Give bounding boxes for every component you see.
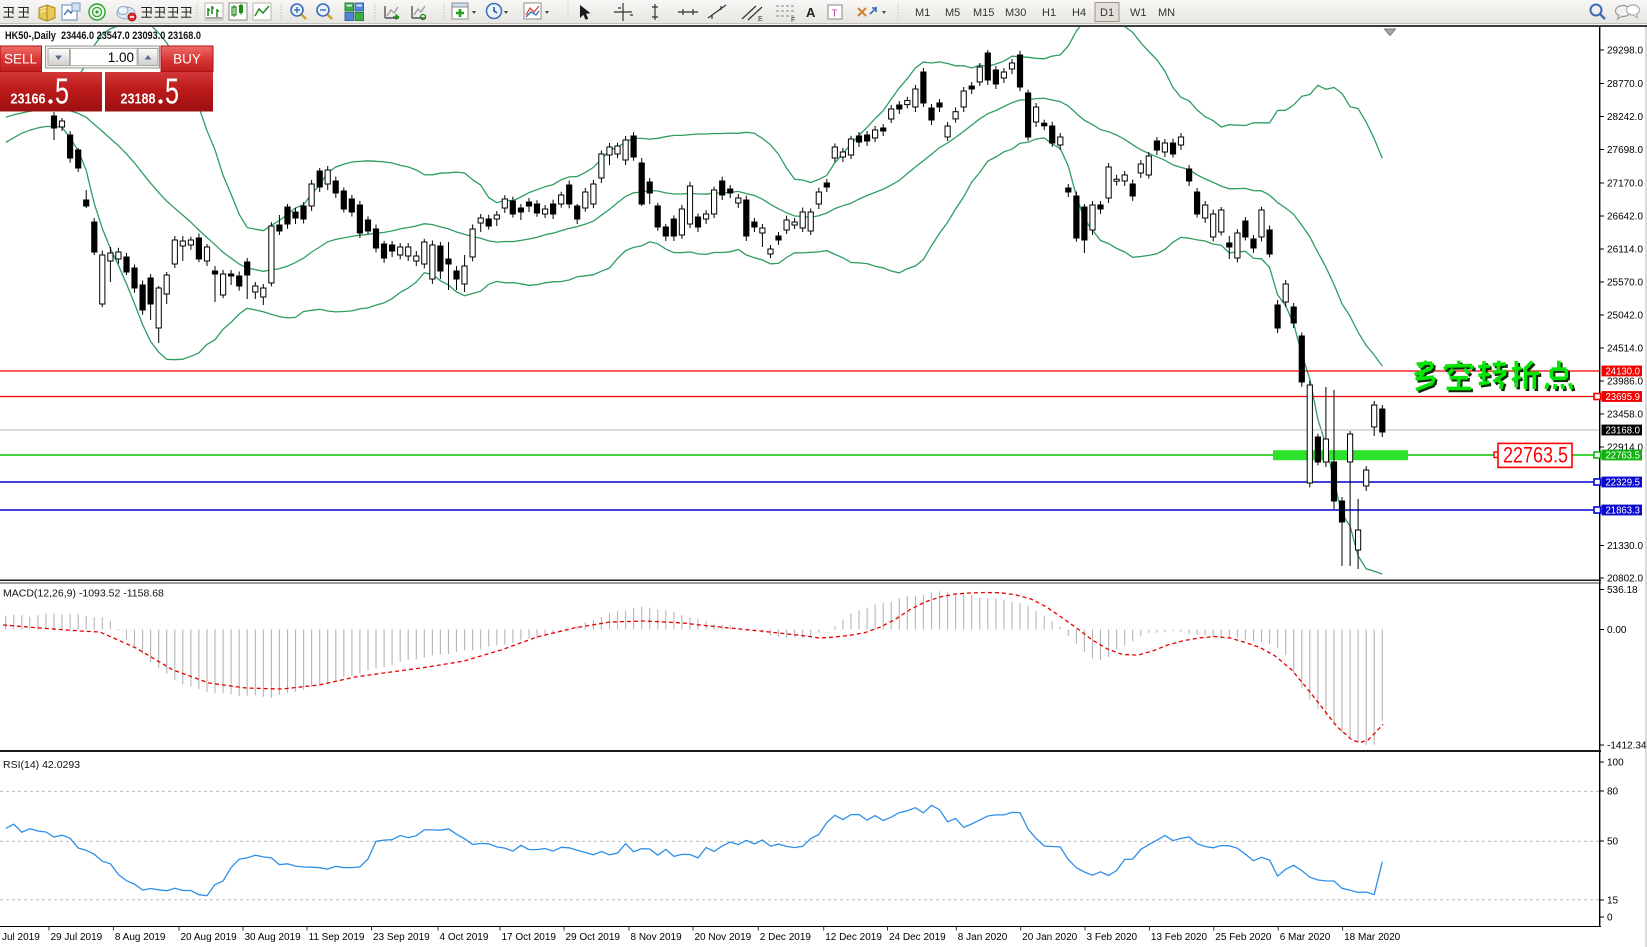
svg-text:22763.5: 22763.5 <box>1503 443 1568 468</box>
svg-text:26642.0: 26642.0 <box>1607 212 1643 223</box>
svg-text:M15: M15 <box>973 7 994 19</box>
svg-text:536.18: 536.18 <box>1607 585 1638 596</box>
svg-text:17 Oct 2019: 17 Oct 2019 <box>502 932 557 943</box>
svg-text:27698.0: 27698.0 <box>1607 145 1643 156</box>
svg-text:MACD(12,26,9) -1093.52 -1158.6: MACD(12,26,9) -1093.52 -1158.68 <box>3 588 164 600</box>
svg-text:6 Mar 2020: 6 Mar 2020 <box>1280 932 1331 943</box>
svg-text:M1: M1 <box>915 7 930 19</box>
svg-text:25570.0: 25570.0 <box>1607 278 1643 289</box>
svg-text:80: 80 <box>1607 787 1619 798</box>
svg-text:5: 5 <box>55 71 69 112</box>
svg-text:8 Aug 2019: 8 Aug 2019 <box>115 932 166 943</box>
svg-text:50: 50 <box>1607 837 1619 848</box>
svg-text:1.00: 1.00 <box>108 50 134 65</box>
svg-text:F: F <box>791 17 795 24</box>
svg-text:100: 100 <box>1607 758 1624 769</box>
svg-text:20 Nov 2019: 20 Nov 2019 <box>695 932 752 943</box>
svg-text:27170.0: 27170.0 <box>1607 179 1643 190</box>
svg-text:RSI(14) 42.0293: RSI(14) 42.0293 <box>3 759 80 771</box>
svg-text:30 Aug 2019: 30 Aug 2019 <box>245 932 302 943</box>
svg-text:23986.0: 23986.0 <box>1607 377 1643 388</box>
svg-text:22329.5: 22329.5 <box>1606 478 1641 489</box>
svg-text:13 Feb 2020: 13 Feb 2020 <box>1151 932 1208 943</box>
svg-text:2 Dec 2019: 2 Dec 2019 <box>760 932 812 943</box>
svg-text:11 Sep 2019: 11 Sep 2019 <box>309 932 365 943</box>
svg-text:H4: H4 <box>1072 7 1086 19</box>
svg-text:8 Jan 2020: 8 Jan 2020 <box>958 932 1008 943</box>
svg-text:12 Dec 2019: 12 Dec 2019 <box>825 932 882 943</box>
svg-text:23168.0: 23168.0 <box>1606 426 1641 437</box>
svg-text:18 Mar 2020: 18 Mar 2020 <box>1344 932 1401 943</box>
svg-text:BUY: BUY <box>173 52 201 67</box>
svg-text:24 Dec 2019: 24 Dec 2019 <box>889 932 946 943</box>
svg-text:28770.0: 28770.0 <box>1607 79 1643 90</box>
svg-text:H1: H1 <box>1042 7 1056 19</box>
svg-text:0: 0 <box>1607 913 1613 924</box>
svg-text:HK50-,Daily 23446.0 23547.0 2: HK50-,Daily 23446.0 23547.0 23093.0 2316… <box>5 30 201 42</box>
svg-text:5: 5 <box>165 71 179 112</box>
svg-text:21863.3: 21863.3 <box>1606 506 1641 517</box>
svg-text:M30: M30 <box>1005 7 1026 19</box>
svg-text:20 Jan 2020: 20 Jan 2020 <box>1022 932 1077 943</box>
svg-text:23166: 23166 <box>11 91 46 108</box>
svg-text:29298.0: 29298.0 <box>1607 46 1643 57</box>
svg-text:-1412.34: -1412.34 <box>1607 741 1647 752</box>
svg-text:T: T <box>832 9 838 20</box>
svg-text:D1: D1 <box>1100 7 1114 19</box>
svg-text:3 Feb 2020: 3 Feb 2020 <box>1087 932 1138 943</box>
svg-text:20 Aug 2019: 20 Aug 2019 <box>181 932 238 943</box>
svg-text:15: 15 <box>1607 896 1619 907</box>
svg-text:25 Feb 2020: 25 Feb 2020 <box>1215 932 1272 943</box>
svg-text:29 Oct 2019: 29 Oct 2019 <box>566 932 621 943</box>
svg-text:SELL: SELL <box>4 52 38 67</box>
svg-text:22914.0: 22914.0 <box>1607 443 1643 454</box>
svg-text:28242.0: 28242.0 <box>1607 112 1643 123</box>
svg-text:22763.5: 22763.5 <box>1606 451 1641 462</box>
svg-text:20802.0: 20802.0 <box>1607 574 1643 585</box>
svg-text:23695.9: 23695.9 <box>1606 392 1641 403</box>
svg-text:26114.0: 26114.0 <box>1607 245 1643 256</box>
svg-text:W1: W1 <box>1130 7 1147 19</box>
svg-text:24514.0: 24514.0 <box>1607 344 1643 355</box>
svg-text:0.00: 0.00 <box>1607 625 1627 636</box>
svg-text:23458.0: 23458.0 <box>1607 410 1643 421</box>
svg-text:25042.0: 25042.0 <box>1607 311 1643 322</box>
svg-text:MN: MN <box>1158 7 1175 19</box>
svg-text:4 Oct 2019: 4 Oct 2019 <box>440 932 489 943</box>
svg-text:M5: M5 <box>945 7 960 19</box>
svg-text:E: E <box>758 16 763 23</box>
svg-text:A: A <box>806 5 816 20</box>
svg-text:Jul 2019: Jul 2019 <box>2 932 40 943</box>
svg-text:23 Sep 2019: 23 Sep 2019 <box>373 932 430 943</box>
svg-text:8 Nov 2019: 8 Nov 2019 <box>631 932 683 943</box>
svg-text:23188: 23188 <box>121 91 156 108</box>
svg-text:29 Jul 2019: 29 Jul 2019 <box>51 932 103 943</box>
svg-text:21330.0: 21330.0 <box>1607 541 1643 552</box>
svg-text:24130.0: 24130.0 <box>1606 367 1641 378</box>
